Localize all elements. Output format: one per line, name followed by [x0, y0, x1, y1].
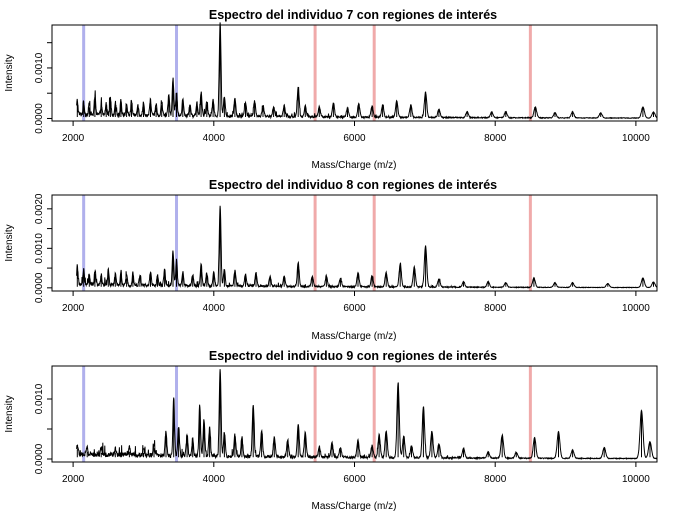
y-tick-label: 0.0000: [34, 443, 45, 474]
y-axis: 0.0000 0.0010: [34, 42, 52, 134]
spectrum-line: [76, 369, 658, 461]
y-axis: 0.0000 0.0010: [34, 383, 52, 474]
y-tick-label: 0.0010: [34, 383, 45, 414]
x-tick-label: 4000: [203, 133, 226, 144]
x-tick-label: 10000: [622, 303, 650, 314]
panel-title: Espectro del individuo 9 con regiones de…: [209, 349, 497, 363]
x-tick-label: 2000: [62, 474, 85, 485]
x-tick-label: 10000: [622, 474, 650, 485]
y-tick-label: 0.0010: [34, 233, 45, 264]
x-axis-label: Mass/Charge (m/z): [311, 160, 396, 171]
panel-title: Espectro del individuo 7 con regiones de…: [209, 8, 497, 22]
x-tick-label: 2000: [62, 303, 85, 314]
y-tick-label: 0.0020: [34, 193, 45, 224]
x-tick-label: 4000: [203, 303, 226, 314]
x-tick-label: 2000: [62, 133, 85, 144]
y-tick-label: 0.0010: [34, 52, 45, 83]
spectrum-panel-individuo-9: Espectro del individuo 9 con regiones de…: [4, 349, 658, 512]
x-axis: 2000 4000 6000 8000 10000: [62, 461, 650, 485]
y-axis-label: Intensity: [4, 395, 15, 432]
x-axis-label: Mass/Charge (m/z): [311, 501, 396, 512]
y-tick-label: 0.0000: [34, 103, 45, 134]
plot-box: [51, 24, 658, 122]
x-tick-label: 10000: [622, 133, 650, 144]
spectrum-line: [76, 205, 657, 290]
panel-title: Espectro del individuo 8 con regiones de…: [209, 178, 497, 192]
spectrum-panel-individuo-7: Espectro del individuo 7 con regiones de…: [4, 8, 658, 171]
x-axis-label: Mass/Charge (m/z): [311, 331, 396, 342]
y-axis-label: Intensity: [4, 54, 15, 91]
x-tick-label: 8000: [484, 133, 507, 144]
x-axis: 2000 4000 6000 8000 10000: [62, 120, 650, 144]
y-axis-label: Intensity: [4, 224, 15, 261]
x-tick-label: 8000: [484, 474, 507, 485]
x-tick-label: 8000: [484, 303, 507, 314]
spectrum-panel-individuo-8: Espectro del individuo 8 con regiones de…: [4, 178, 658, 342]
y-tick-label: 0.0000: [34, 272, 45, 303]
x-tick-label: 6000: [343, 303, 366, 314]
x-tick-label: 4000: [203, 474, 226, 485]
region-lines: [82, 366, 532, 462]
x-tick-label: 6000: [343, 474, 366, 485]
y-axis: 0.0000 0.0010 0.0020: [34, 193, 52, 303]
x-axis: 2000 4000 6000 8000 10000: [62, 290, 650, 314]
plot-box: [51, 194, 658, 292]
x-tick-label: 6000: [343, 133, 366, 144]
spectrum-line: [76, 22, 658, 120]
